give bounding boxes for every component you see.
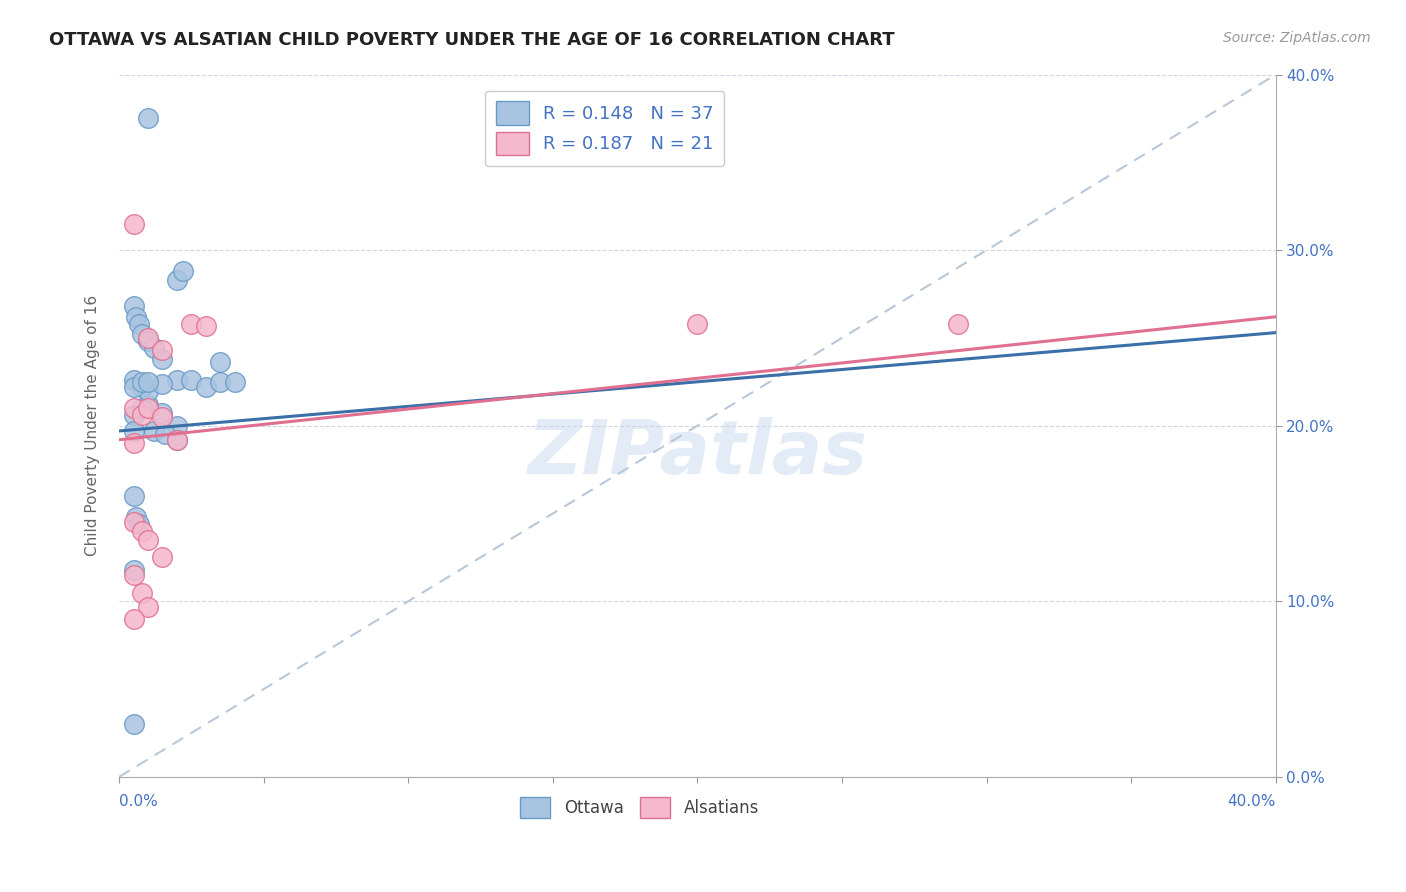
Point	[122, 408, 145, 422]
Point	[136, 533, 159, 547]
Text: OTTAWA VS ALSATIAN CHILD POVERTY UNDER THE AGE OF 16 CORRELATION CHART: OTTAWA VS ALSATIAN CHILD POVERTY UNDER T…	[49, 31, 894, 49]
Point	[131, 401, 153, 416]
Y-axis label: Child Poverty Under the Age of 16: Child Poverty Under the Age of 16	[86, 295, 100, 557]
Point	[122, 563, 145, 577]
Point	[180, 317, 202, 331]
Point	[136, 375, 159, 389]
Point	[131, 524, 153, 538]
Point	[131, 327, 153, 342]
Point	[122, 515, 145, 529]
Point	[166, 418, 188, 433]
Point	[122, 424, 145, 438]
Point	[152, 406, 174, 420]
Text: Source: ZipAtlas.com: Source: ZipAtlas.com	[1223, 31, 1371, 45]
Point	[122, 217, 145, 231]
Point	[152, 343, 174, 358]
Point	[136, 331, 159, 345]
Point	[131, 585, 153, 599]
Point	[125, 510, 148, 524]
Legend: Ottawa, Alsatians: Ottawa, Alsatians	[513, 790, 765, 825]
Point	[152, 351, 174, 366]
Point	[224, 375, 246, 389]
Point	[686, 317, 709, 331]
Point	[122, 489, 145, 503]
Point	[131, 408, 153, 422]
Point	[142, 342, 165, 356]
Point	[122, 380, 145, 394]
Point	[128, 317, 150, 331]
Point	[194, 380, 217, 394]
Point	[122, 436, 145, 450]
Point	[166, 373, 188, 387]
Point	[136, 401, 159, 416]
Point	[122, 717, 145, 731]
Point	[172, 264, 194, 278]
Point	[128, 516, 150, 531]
Text: ZIPatlas: ZIPatlas	[527, 417, 868, 491]
Point	[209, 375, 232, 389]
Point	[152, 550, 174, 565]
Point	[136, 398, 159, 412]
Point	[155, 427, 177, 442]
Point	[136, 384, 159, 398]
Point	[136, 334, 159, 349]
Point	[125, 310, 148, 324]
Point	[122, 373, 145, 387]
Point	[122, 568, 145, 582]
Text: 0.0%: 0.0%	[120, 795, 157, 809]
Point	[152, 409, 174, 424]
Point	[122, 299, 145, 313]
Point	[209, 355, 232, 369]
Point	[166, 433, 188, 447]
Point	[136, 112, 159, 126]
Point	[180, 373, 202, 387]
Point	[122, 612, 145, 626]
Point	[131, 375, 153, 389]
Point	[136, 599, 159, 614]
Point	[131, 380, 153, 394]
Point	[152, 376, 174, 391]
Text: 40.0%: 40.0%	[1227, 795, 1275, 809]
Point	[142, 424, 165, 438]
Point	[122, 401, 145, 416]
Point	[194, 318, 217, 333]
Point	[946, 317, 969, 331]
Point	[166, 433, 188, 447]
Point	[166, 273, 188, 287]
